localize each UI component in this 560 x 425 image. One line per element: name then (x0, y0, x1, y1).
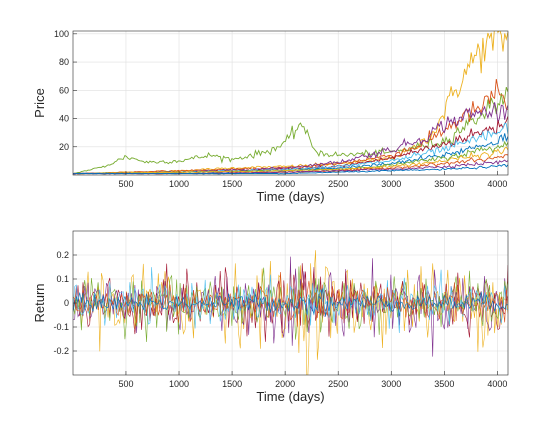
return-chart: 500 1000 1500 2000 2500 3000 3500 4000 -0.2 -0.1 0… (32, 230, 509, 404)
x-tick-label: 4000 (487, 179, 507, 189)
y-tick-label: 80 (59, 57, 69, 67)
price-y-axis-label: Price (32, 88, 47, 118)
x-tick-label: 1000 (169, 379, 189, 389)
y-tick-label: 20 (59, 142, 69, 152)
return-y-axis-label: Return (32, 283, 47, 322)
x-tick-label: 3500 (434, 179, 454, 189)
return-x-axis-label: Time (days) (256, 389, 324, 404)
y-tick-label: -0.1 (53, 322, 69, 332)
x-tick-label: 1500 (222, 379, 242, 389)
x-tick-label: 4000 (487, 379, 507, 389)
x-tick-label: 2500 (328, 379, 348, 389)
price-series-line-11 (73, 164, 508, 175)
y-tick-label: 100 (54, 29, 69, 39)
y-tick-label: 0.2 (56, 250, 69, 260)
x-tick-label: 500 (118, 179, 133, 189)
x-tick-label: 3000 (381, 379, 401, 389)
y-tick-label: -0.2 (53, 346, 69, 356)
return-series-line-1 (73, 256, 508, 357)
return-series-group (73, 250, 508, 375)
price-ticks: 500 1000 1500 2000 2500 3000 3500 4000 20 40 60 80 1… (54, 29, 507, 189)
x-tick-label: 2000 (275, 379, 295, 389)
return-grid (73, 231, 508, 375)
price-series-group (73, 31, 508, 175)
y-tick-label: 0.1 (56, 274, 69, 284)
return-series-line-6 (73, 288, 508, 317)
price-x-axis-label: Time (days) (256, 189, 324, 204)
price-axes-box (72, 30, 509, 176)
y-tick-label: 40 (59, 114, 69, 124)
x-tick-label: 1000 (169, 179, 189, 189)
price-grid (73, 31, 508, 175)
x-tick-label: 3000 (381, 179, 401, 189)
price-series-line-8 (73, 146, 508, 175)
y-tick-label: 0 (64, 298, 69, 308)
return-series-line-4 (73, 267, 508, 334)
price-plot-area (73, 31, 508, 175)
price-series-line-2 (73, 79, 508, 175)
y-tick-label: 60 (59, 85, 69, 95)
price-chart: 500 1000 1500 2000 2500 3000 3500 4000 20 40 60 80 1… (32, 29, 509, 204)
x-tick-label: 3500 (434, 379, 454, 389)
x-tick-label: 2000 (275, 179, 295, 189)
x-tick-label: 500 (118, 379, 133, 389)
x-tick-label: 2500 (328, 179, 348, 189)
x-tick-label: 1500 (222, 179, 242, 189)
return-ticks: 500 1000 1500 2000 2500 3000 3500 4000 -0.2 -0.1 0… (53, 250, 507, 389)
